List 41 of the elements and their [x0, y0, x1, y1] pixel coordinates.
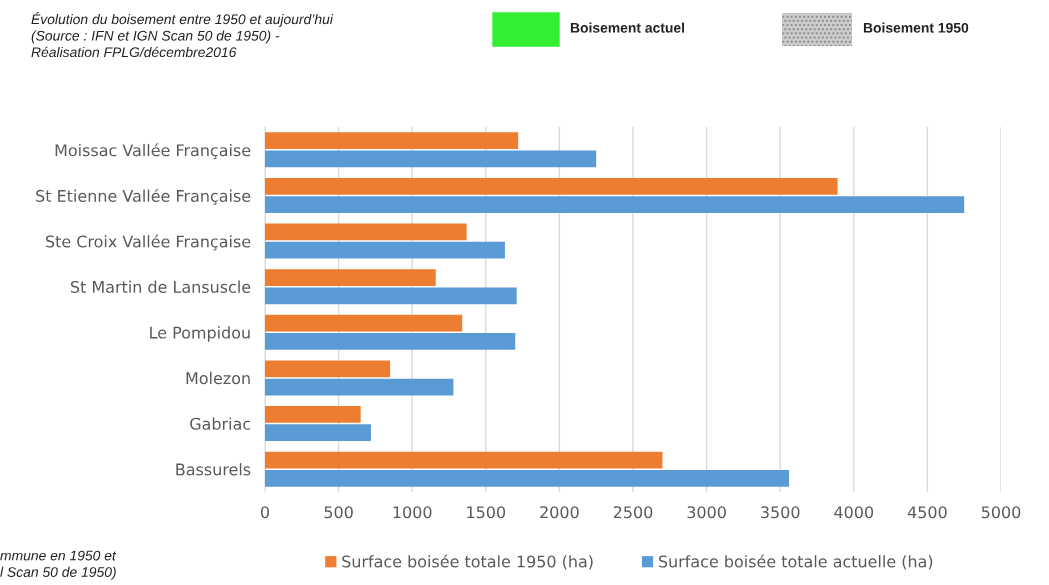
y-tick-label: Ste Croix Vallée Française	[46, 234, 251, 251]
x-tick-label: 1500	[467, 506, 506, 519]
bar	[265, 469, 790, 487]
x-tick-label: 4500	[907, 506, 947, 519]
bar	[265, 287, 517, 305]
y-tick-label: Moissac Vallée Française	[55, 143, 251, 160]
bar	[265, 150, 597, 168]
x-tick-label: 0	[260, 506, 270, 519]
text: Évolution du boisement entre 1950 et aujourd’hui (Source : IFN et IGN Scan 50 de 1950) - Réalisation FPLG/décembre2016	[31, 12, 334, 58]
x-tick-label: 2000	[540, 506, 579, 519]
legend-label: Surface boisée totale actuelle (ha)	[658, 554, 933, 570]
x-tick-label: 5000	[981, 506, 1021, 519]
bar	[265, 451, 663, 469]
text: mmune en 1950 et l Scan 50 de 1950)	[0, 550, 117, 580]
bar	[265, 333, 516, 350]
x-tick-label: 1000	[393, 506, 432, 519]
text: Boisement actuel	[570, 22, 685, 33]
y-tick-label: St Martin de Lansuscle	[70, 280, 251, 293]
x-tick-label: 4000	[834, 506, 874, 519]
y-tick-label: Molezon	[186, 371, 250, 385]
text: Boisement 1950	[863, 22, 969, 33]
x-tick-label: 500	[324, 506, 353, 519]
x-tick-label: 3500	[761, 506, 800, 519]
y-tick-label: Le Pompidou	[150, 326, 250, 342]
bar	[265, 269, 436, 286]
y-tick-label: Gabriac	[190, 417, 251, 430]
bar	[265, 177, 838, 195]
x-tick-label: 3000	[687, 506, 726, 519]
bar	[265, 241, 505, 259]
x-tick-label: 2500	[613, 506, 653, 519]
bar	[265, 378, 454, 396]
bar	[265, 424, 371, 442]
y-tick-label: Bassurels	[176, 463, 251, 476]
bar	[265, 196, 965, 213]
bar	[265, 132, 519, 150]
legend-label: Surface boisée totale 1950 (ha)	[342, 554, 593, 570]
bar	[265, 360, 391, 378]
bar	[265, 406, 361, 423]
y-tick-label: St Etienne Vallée Française	[36, 188, 251, 205]
bar	[265, 314, 463, 332]
bar	[265, 223, 467, 241]
